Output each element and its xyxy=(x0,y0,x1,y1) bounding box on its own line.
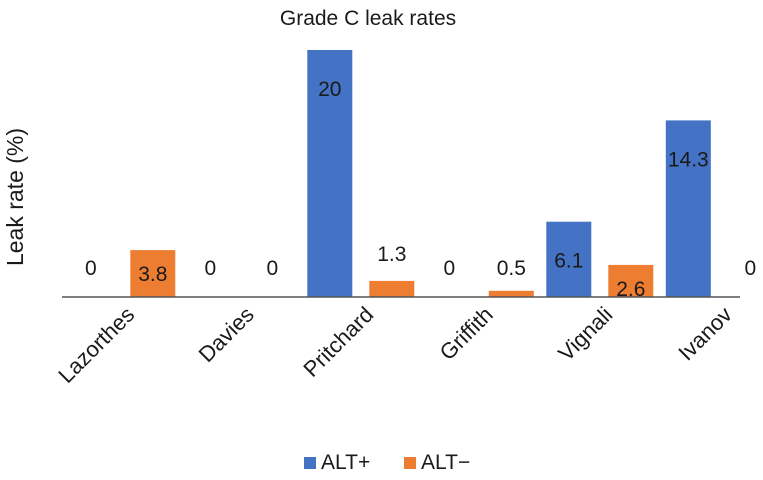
data-labels: 0 3.8 0 0 20 1.3 0 0.5 6.1 2.6 14.3 0 xyxy=(85,78,756,301)
bar-lazorthes-alt-minus xyxy=(130,250,176,297)
bar-vignali-alt-plus xyxy=(546,221,592,297)
bar-vignali-alt-minus xyxy=(608,264,654,297)
data-label-ivanov-alt-plus: 14.3 xyxy=(668,148,709,171)
bar-pritchard-alt-minus xyxy=(369,280,415,297)
legend-swatch-alt-plus xyxy=(304,457,316,469)
x-tick-labels: Lazorthes Davies Pritchard Griffith Vignali I… xyxy=(53,302,737,388)
data-label-vignali-alt-minus: 2.6 xyxy=(616,278,645,301)
data-label-pritchard-alt-minus: 1.3 xyxy=(377,243,406,266)
legend: ALT+ ALT− xyxy=(304,451,470,474)
data-label-vignali-alt-plus: 6.1 xyxy=(554,250,583,273)
data-label-davies-alt-plus: 0 xyxy=(204,257,216,280)
data-label-lazorthes-alt-plus: 0 xyxy=(85,257,97,280)
legend-swatch-alt-minus xyxy=(404,457,416,469)
x-tick-lazorthes: Lazorthes xyxy=(53,302,139,388)
x-tick-vignali: Vignali xyxy=(553,302,617,366)
data-label-pritchard-alt-plus: 20 xyxy=(318,78,341,101)
bar-griffith-alt-minus xyxy=(488,290,534,297)
data-label-griffith-alt-minus: 0.5 xyxy=(497,257,526,280)
data-label-lazorthes-alt-minus: 3.8 xyxy=(138,263,167,286)
x-tick-pritchard: Pritchard xyxy=(298,302,378,382)
data-label-ivanov-alt-minus: 0 xyxy=(744,257,756,280)
legend-label-alt-plus: ALT+ xyxy=(321,451,370,474)
y-axis-label: Leak rate (%) xyxy=(2,128,28,266)
x-tick-davies: Davies xyxy=(194,302,259,367)
data-label-griffith-alt-plus: 0 xyxy=(443,257,455,280)
data-label-davies-alt-minus: 0 xyxy=(266,257,278,280)
x-tick-griffith: Griffith xyxy=(435,302,498,365)
chart-title: Grade C leak rates xyxy=(280,7,456,30)
legend-label-alt-minus: ALT− xyxy=(421,451,470,474)
bar-pritchard-alt-plus xyxy=(307,50,353,297)
bars-group xyxy=(130,50,711,298)
bar-ivanov-alt-plus xyxy=(665,120,711,298)
x-tick-ivanov: Ivanov xyxy=(673,302,737,366)
